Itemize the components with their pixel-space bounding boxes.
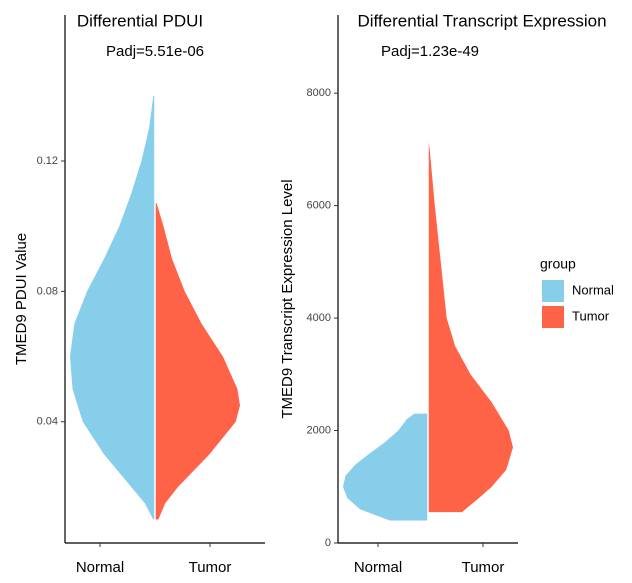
annotation: Padj=1.23e-49: [381, 43, 479, 60]
violin-half: [155, 203, 240, 520]
legend-title: group: [540, 256, 576, 272]
y-tick-label: 8000: [307, 87, 331, 99]
x-tick-label: Normal: [354, 559, 402, 576]
x-tick-label: Tumor: [462, 559, 505, 576]
y-tick-label: 0.12: [37, 155, 58, 167]
legend-swatch: [542, 280, 564, 302]
legend-label: Normal: [572, 282, 614, 297]
y-tick-label: 0.08: [37, 285, 58, 297]
chart-title: Differential Transcript Expression: [357, 11, 606, 30]
x-tick-label: Normal: [76, 559, 124, 576]
y-tick-label: 0: [325, 537, 331, 549]
y-tick-label: 2000: [307, 424, 331, 436]
y-tick-label: 6000: [307, 200, 331, 212]
legend-label: Tumor: [572, 308, 610, 323]
annotation: Padj=5.51e-06: [106, 43, 204, 60]
violin-half: [428, 138, 513, 513]
x-tick-label: Tumor: [189, 559, 232, 576]
violin-half: [70, 95, 155, 520]
y-tick-label: 4000: [307, 312, 331, 324]
y-axis-label: TMED9 PDUI Value: [13, 233, 30, 365]
legend-swatch: [542, 306, 564, 328]
y-axis-label: TMED9 Transcript Expression Level: [279, 179, 296, 418]
chart-title: Differential PDUI: [77, 11, 203, 30]
violin-half: [343, 413, 428, 521]
y-tick-label: 0.04: [37, 416, 58, 428]
